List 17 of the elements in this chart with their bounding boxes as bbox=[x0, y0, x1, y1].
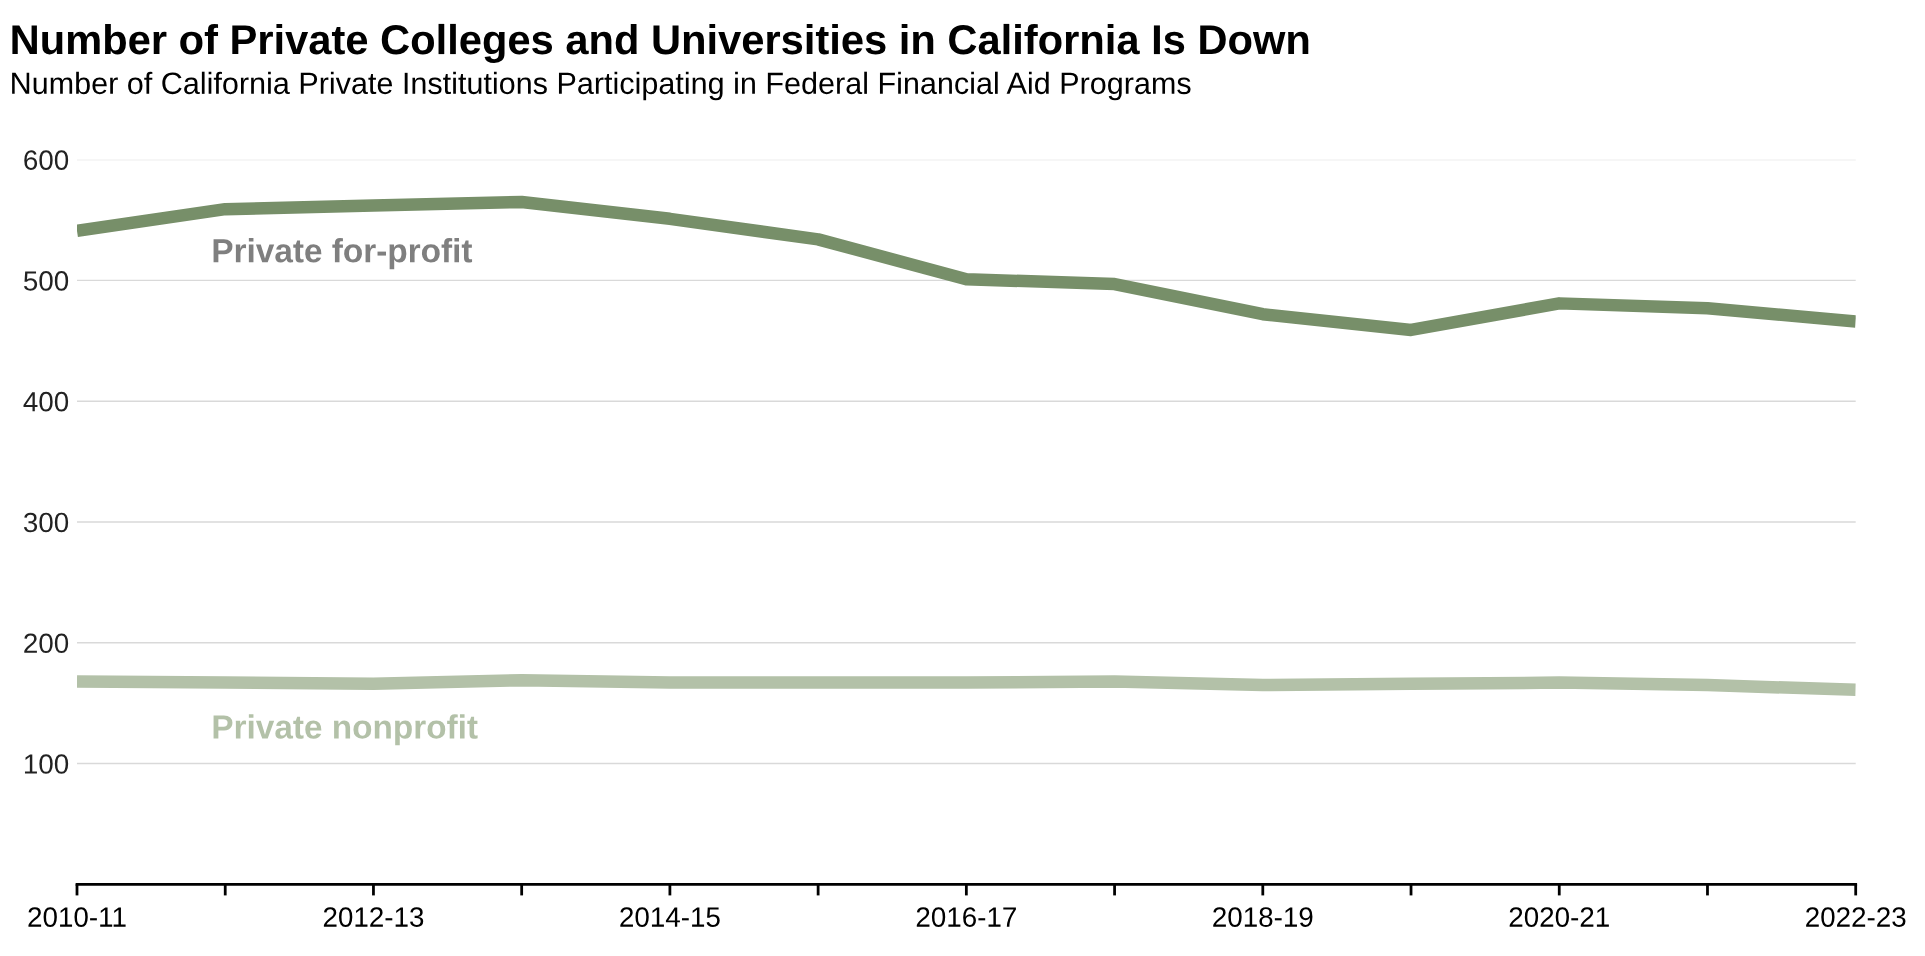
y-tick-label: 100 bbox=[24, 754, 69, 774]
x-tick-label: 2012-13 bbox=[323, 907, 424, 927]
x-tick-label: 2016-17 bbox=[916, 907, 1016, 927]
y-tick-label: 400 bbox=[23, 391, 69, 412]
x-tick-label: 2010-11 bbox=[28, 907, 126, 927]
y-tick-label: 500 bbox=[23, 271, 69, 291]
y-tick-label: 300 bbox=[23, 512, 69, 533]
x-tick-label: 2022-23 bbox=[1806, 907, 1906, 927]
y-tick-label: 200 bbox=[24, 633, 69, 654]
series-label: Private for-profit bbox=[213, 238, 473, 270]
chart-title: Number of Private Colleges and Universities in California Is Down bbox=[12, 23, 1309, 63]
x-tick-label: 2018-19 bbox=[1213, 907, 1313, 927]
chart-subtitle: Number of California Private Institutions Participating in Federal Financial Aid Programs bbox=[12, 71, 1191, 101]
series-label: Private nonprofit bbox=[213, 714, 478, 746]
x-tick-label: 2014-15 bbox=[620, 907, 720, 927]
x-tick-label: 2020-21 bbox=[1509, 907, 1609, 927]
y-tick-label: 600 bbox=[24, 150, 69, 170]
